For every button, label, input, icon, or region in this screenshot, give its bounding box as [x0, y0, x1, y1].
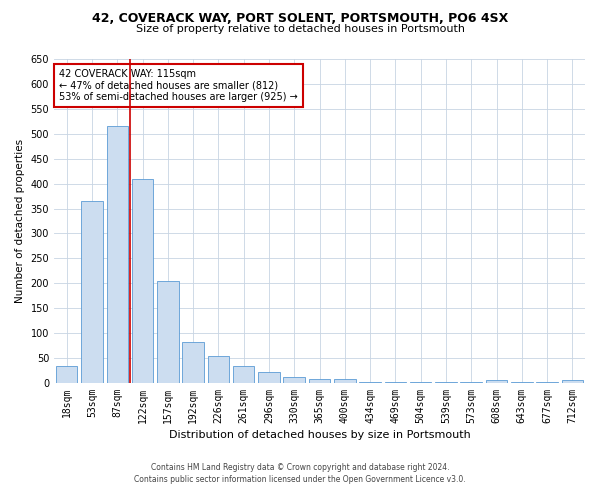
Y-axis label: Number of detached properties: Number of detached properties: [15, 139, 25, 303]
Bar: [132, 178, 153, 383]
Bar: [562, 380, 583, 383]
Bar: [81, 201, 103, 383]
Bar: [233, 366, 254, 383]
Bar: [385, 382, 406, 383]
Bar: [107, 126, 128, 383]
Bar: [536, 382, 558, 383]
Bar: [56, 366, 77, 383]
Text: Contains HM Land Registry data © Crown copyright and database right 2024.: Contains HM Land Registry data © Crown c…: [151, 464, 449, 472]
Bar: [309, 379, 330, 383]
Bar: [258, 372, 280, 383]
Bar: [334, 379, 356, 383]
Bar: [460, 382, 482, 383]
Text: Size of property relative to detached houses in Portsmouth: Size of property relative to detached ho…: [136, 24, 464, 34]
Bar: [208, 356, 229, 383]
Bar: [435, 382, 457, 383]
Text: Contains public sector information licensed under the Open Government Licence v3: Contains public sector information licen…: [134, 475, 466, 484]
Bar: [359, 382, 381, 383]
Bar: [157, 281, 179, 383]
Text: 42, COVERACK WAY, PORT SOLENT, PORTSMOUTH, PO6 4SX: 42, COVERACK WAY, PORT SOLENT, PORTSMOUT…: [92, 12, 508, 26]
Bar: [511, 382, 533, 383]
Bar: [486, 380, 507, 383]
Bar: [182, 342, 204, 383]
Text: 42 COVERACK WAY: 115sqm
← 47% of detached houses are smaller (812)
53% of semi-d: 42 COVERACK WAY: 115sqm ← 47% of detache…: [59, 68, 298, 102]
X-axis label: Distribution of detached houses by size in Portsmouth: Distribution of detached houses by size …: [169, 430, 470, 440]
Bar: [283, 377, 305, 383]
Bar: [410, 382, 431, 383]
